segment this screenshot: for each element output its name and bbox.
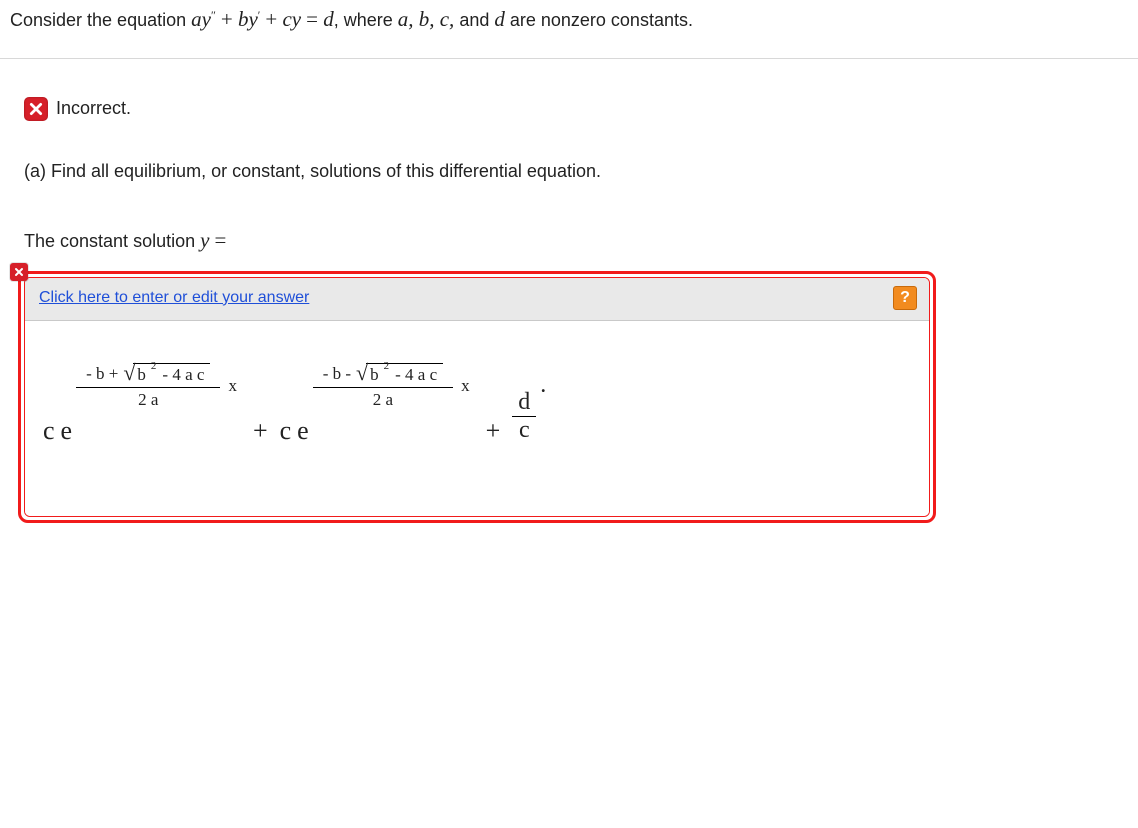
eq-sign: =: [306, 7, 323, 31]
term1-coeff: c: [43, 416, 55, 446]
term1-sqrt-rest: - 4 a c: [162, 365, 204, 385]
question-prompt: Consider the equation ay″ + by′ + cy = d…: [0, 0, 1138, 58]
equation-cy: cy: [282, 7, 301, 31]
term-2: c e - b - √ b2: [280, 361, 470, 446]
stem-y: y: [200, 228, 209, 252]
prime-single: ′: [258, 9, 261, 22]
trailing-dot: .: [540, 372, 546, 399]
question-prefix: Consider the equation: [10, 10, 191, 30]
term1-sqrt: √ b2 - 4 a c: [123, 363, 210, 385]
term-3-fraction: d c: [512, 389, 536, 444]
term2-coeff: c: [280, 416, 292, 446]
question-suffix2: are nonzero constants.: [505, 10, 693, 30]
term1-exponent: - b + √ b2 - 4 a c: [76, 361, 237, 412]
answer-body[interactable]: c e - b + √ b2: [25, 321, 929, 516]
sqrt-icon: √: [123, 362, 135, 384]
term1-sqrt-b: b: [137, 365, 146, 385]
op-plus-2: +: [472, 416, 511, 446]
part-text: (a) Find all equilibrium, or constant, s…: [24, 161, 1118, 182]
term2-exponent: - b - √ b2 - 4 a c: [313, 361, 470, 412]
answer-incorrect-icon: [10, 263, 28, 281]
feedback-row: Incorrect.: [24, 97, 1118, 121]
stem-prefix: The constant solution: [24, 231, 200, 251]
feedback-label: Incorrect.: [56, 98, 131, 119]
term1-fraction: - b + √ b2 - 4 a c: [76, 361, 220, 412]
term2-sqrt-rest: - 4 a c: [395, 365, 437, 385]
term2-e: e: [297, 416, 309, 446]
equation-ay: ay: [191, 7, 211, 31]
term2-sqrt-b: b: [370, 365, 379, 385]
student-expression: c e - b + √ b2: [43, 361, 911, 446]
var-d: d: [494, 7, 505, 31]
answer-box: Click here to enter or edit your answer …: [18, 271, 936, 523]
term1-num-pre: - b +: [86, 364, 118, 384]
help-button[interactable]: ?: [893, 286, 917, 310]
term3-num: d: [512, 389, 536, 416]
stem-equals: =: [214, 228, 226, 252]
term1-e: e: [61, 416, 73, 446]
vars-abc: a, b, c,: [398, 7, 455, 31]
equation-by: by: [238, 7, 258, 31]
term1-den: 2 a: [128, 388, 168, 412]
equation-d: d: [323, 7, 334, 31]
term-1: c e - b + √ b2: [43, 361, 237, 446]
term2-num-pre: - b -: [323, 364, 351, 384]
term2-sqrt-exp: 2: [384, 360, 390, 372]
term2-x: x: [461, 376, 470, 396]
term1-x: x: [228, 376, 237, 396]
term2-sqrt: √ b2 - 4 a c: [356, 363, 443, 385]
incorrect-icon: [24, 97, 48, 121]
edit-answer-link[interactable]: Click here to enter or edit your answer: [39, 289, 309, 307]
plus1: +: [221, 7, 238, 31]
term2-fraction: - b - √ b2 - 4 a c: [313, 361, 453, 412]
stem-text: The constant solution y =: [24, 228, 1118, 253]
sqrt-icon: √: [356, 362, 368, 384]
and-text: and: [454, 10, 494, 30]
answer-header: Click here to enter or edit your answer …: [25, 278, 929, 321]
prime-double: ″: [211, 9, 216, 22]
op-plus-1: +: [239, 416, 278, 446]
term3-den: c: [513, 417, 536, 444]
plus2: +: [265, 7, 282, 31]
term1-sqrt-exp: 2: [151, 360, 157, 372]
question-suffix1: , where: [334, 10, 398, 30]
term2-den: 2 a: [363, 388, 403, 412]
